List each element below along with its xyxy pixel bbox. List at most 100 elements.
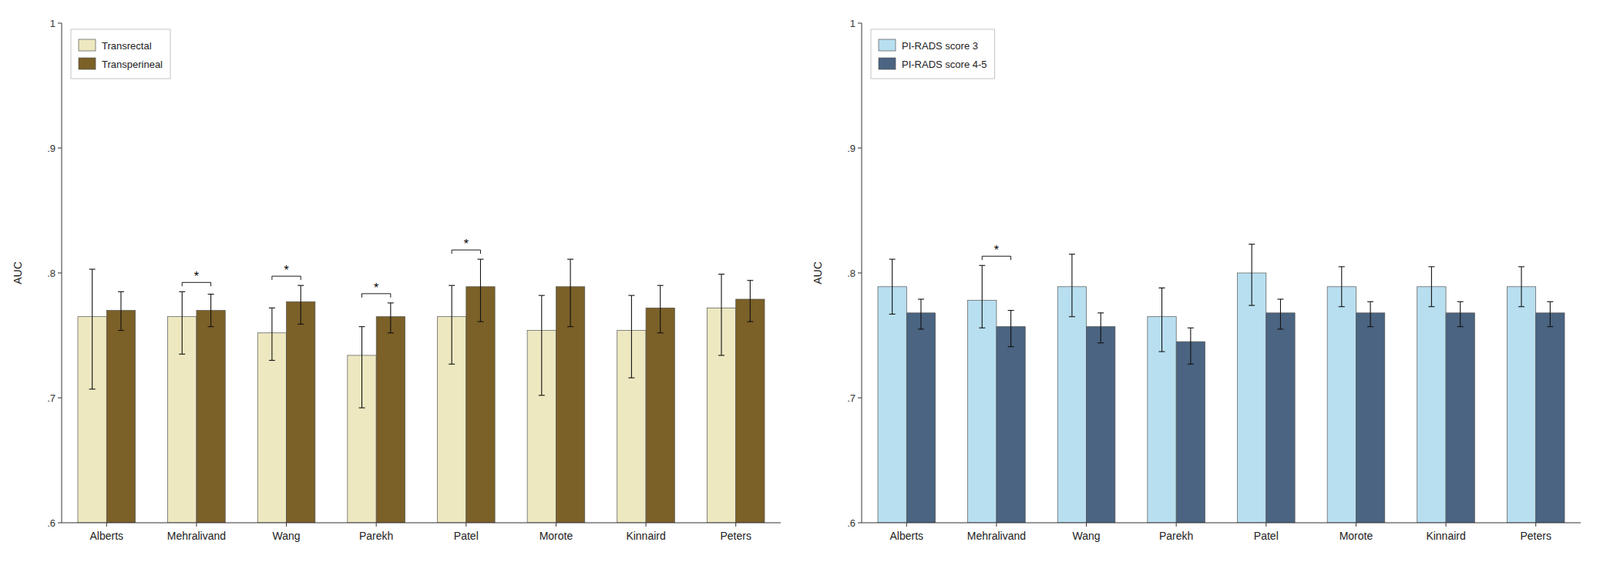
error-cap xyxy=(208,326,215,327)
x-tick-label: Kinnaird xyxy=(625,529,666,542)
bar xyxy=(645,307,675,523)
error-bar xyxy=(448,285,455,364)
error-stem xyxy=(981,265,983,328)
x-tick-label: Alberts xyxy=(890,529,925,542)
error-bar xyxy=(1008,310,1015,347)
x-tick-label: Wang xyxy=(1072,529,1101,542)
error-bar xyxy=(1097,312,1104,343)
error-stem xyxy=(389,302,391,333)
y-tick xyxy=(857,147,862,149)
legend-swatch xyxy=(78,39,96,51)
y-tick xyxy=(857,23,862,24)
error-cap xyxy=(1367,326,1374,327)
marks xyxy=(877,244,1565,523)
x-tick xyxy=(1355,522,1357,527)
x-tick-label: Alberts xyxy=(90,529,125,542)
y-tick xyxy=(857,522,862,524)
error-stem xyxy=(1280,299,1281,330)
x-tick-label: Wang xyxy=(272,529,301,542)
significance-star: * xyxy=(194,269,199,283)
legend-entry: PI-RADS score 4-5 xyxy=(901,58,988,71)
bar xyxy=(376,316,405,523)
x-tick xyxy=(195,522,197,527)
error-cap xyxy=(1159,351,1166,353)
error-stem xyxy=(1459,301,1461,327)
x-tick xyxy=(1265,522,1267,527)
error-cap xyxy=(1546,301,1553,303)
y-tick-label: .8 xyxy=(47,267,56,279)
error-cap xyxy=(1338,265,1345,267)
y-tick-label: .8 xyxy=(847,267,856,279)
x-tick-label: Morote xyxy=(1339,529,1374,542)
x-tick-label: Peters xyxy=(719,529,751,542)
error-bar xyxy=(117,291,125,330)
error-stem xyxy=(91,268,93,390)
error-cap xyxy=(1338,305,1345,307)
error-cap xyxy=(917,298,925,300)
y-tick-label: 1 xyxy=(50,17,56,30)
y-tick xyxy=(857,272,862,274)
error-stem xyxy=(181,291,183,354)
error-stem xyxy=(541,295,542,396)
error-bar xyxy=(718,274,725,356)
bar xyxy=(106,310,135,523)
error-bar xyxy=(1068,254,1076,317)
error-cap xyxy=(1248,243,1255,245)
error-stem xyxy=(920,299,922,330)
bar xyxy=(877,286,907,523)
error-cap xyxy=(89,268,96,270)
significance-star: * xyxy=(283,263,289,277)
error-cap xyxy=(746,279,753,281)
x-tick-label: Mehralivand xyxy=(167,529,226,542)
y-tick-label: .7 xyxy=(47,392,56,404)
y-axis xyxy=(861,23,863,523)
x-tick xyxy=(995,522,997,527)
y-tick-label: 1 xyxy=(850,17,856,30)
error-cap xyxy=(1518,265,1525,267)
error-stem xyxy=(361,326,363,408)
error-cap xyxy=(567,326,574,327)
error-stem xyxy=(891,258,893,314)
x-axis xyxy=(61,522,781,524)
error-cap xyxy=(917,328,925,330)
bar xyxy=(1417,286,1446,523)
error-bar xyxy=(1367,301,1374,327)
error-cap xyxy=(268,359,276,361)
bar xyxy=(968,300,997,523)
error-stem xyxy=(1189,327,1191,364)
legend-frame xyxy=(70,29,171,79)
error-bar xyxy=(477,258,484,322)
bar xyxy=(1236,272,1266,523)
legend-entry: Transperineal xyxy=(101,58,163,71)
bar xyxy=(996,326,1026,523)
error-bar xyxy=(1546,301,1553,327)
error-cap xyxy=(978,327,985,329)
error-cap xyxy=(1097,342,1104,343)
x-tick-label: Patel xyxy=(1253,529,1279,542)
x-tick xyxy=(285,522,287,527)
y-axis-label: AUC xyxy=(811,261,824,285)
y-tick-label: .9 xyxy=(47,142,56,155)
error-stem xyxy=(659,285,661,333)
y-axis xyxy=(61,23,63,523)
figure: .6.7.8.91AUCAlbertsMehralivandWangParekh… xyxy=(0,0,1600,569)
x-tick-label: Mehralivand xyxy=(967,529,1026,542)
error-bar xyxy=(889,258,896,314)
error-cap xyxy=(297,323,304,325)
error-stem xyxy=(720,274,722,356)
error-cap xyxy=(538,295,545,296)
y-tick xyxy=(857,397,862,399)
error-cap xyxy=(477,258,484,260)
error-cap xyxy=(1428,305,1435,307)
bar xyxy=(1176,341,1205,523)
error-bar xyxy=(268,307,276,360)
marks xyxy=(77,258,765,523)
x-tick-label: Kinnaird xyxy=(1425,529,1466,542)
error-cap xyxy=(538,394,545,396)
error-cap xyxy=(978,265,985,266)
bar xyxy=(1057,286,1086,523)
error-bar xyxy=(538,295,545,396)
error-stem xyxy=(451,285,453,364)
error-cap xyxy=(477,321,484,323)
x-tick xyxy=(1176,522,1177,527)
